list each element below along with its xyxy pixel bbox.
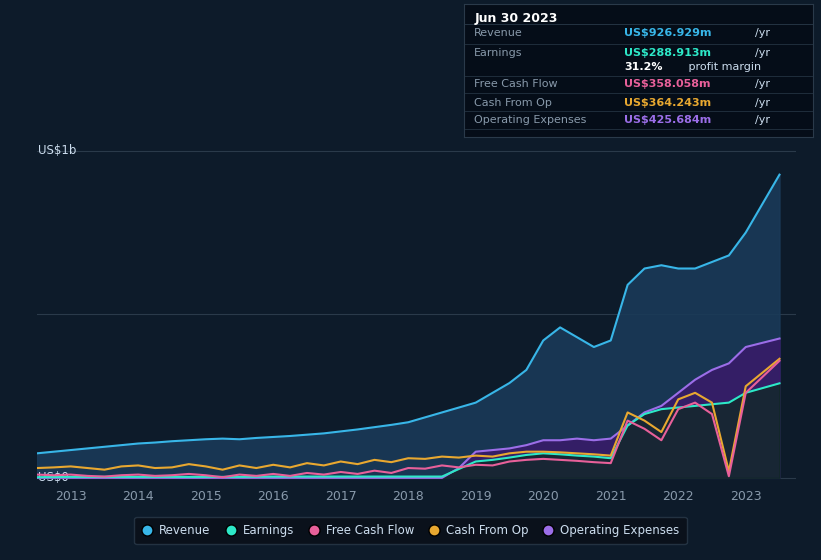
Text: US$425.684m: US$425.684m: [624, 115, 712, 125]
Text: Revenue: Revenue: [475, 28, 523, 38]
Text: /yr: /yr: [754, 48, 769, 58]
Text: US$358.058m: US$358.058m: [624, 79, 711, 89]
Text: /yr: /yr: [754, 97, 769, 108]
Text: 31.2%: 31.2%: [624, 62, 663, 72]
Legend: Revenue, Earnings, Free Cash Flow, Cash From Op, Operating Expenses: Revenue, Earnings, Free Cash Flow, Cash …: [135, 517, 686, 544]
Text: /yr: /yr: [754, 115, 769, 125]
Text: Operating Expenses: Operating Expenses: [475, 115, 587, 125]
Text: Cash From Op: Cash From Op: [475, 97, 553, 108]
Text: US$364.243m: US$364.243m: [624, 97, 712, 108]
Text: US$0: US$0: [39, 472, 69, 484]
Text: Free Cash Flow: Free Cash Flow: [475, 79, 558, 89]
Text: /yr: /yr: [754, 28, 769, 38]
Text: /yr: /yr: [754, 79, 769, 89]
Text: US$1b: US$1b: [39, 144, 77, 157]
Text: Jun 30 2023: Jun 30 2023: [475, 12, 557, 25]
Text: US$288.913m: US$288.913m: [624, 48, 711, 58]
Text: Earnings: Earnings: [475, 48, 523, 58]
Text: profit margin: profit margin: [686, 62, 762, 72]
Text: US$926.929m: US$926.929m: [624, 28, 712, 38]
